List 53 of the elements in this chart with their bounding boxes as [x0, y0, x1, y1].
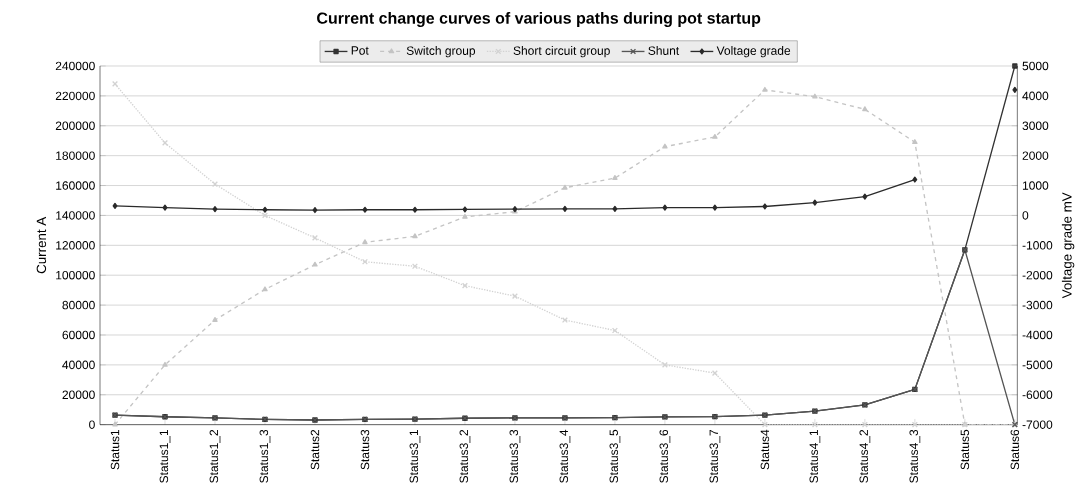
x-tick-label: Status1_1 — [159, 429, 171, 483]
x-tick-label: Status5 — [960, 429, 970, 470]
x-tick-label: Status4_1 — [809, 429, 821, 483]
y2-tick-label: -5000 — [1022, 360, 1053, 370]
x-tick-label: Status3_7 — [709, 429, 721, 483]
y2-tick-label: -7000 — [1022, 420, 1053, 429]
y-tick-label: 120000 — [56, 241, 95, 250]
y2-tick-label: 4000 — [1022, 91, 1049, 101]
y-tick-label: 20000 — [62, 390, 95, 400]
y-tick-label: 60000 — [62, 330, 95, 340]
y2-tick-label: 0 — [1022, 211, 1029, 220]
y-tick-label: 80000 — [62, 300, 95, 310]
y2-axis-title: Voltage grade mV — [1061, 192, 1075, 299]
y-axis-title: Current A — [36, 216, 47, 274]
y2-tick-label: -2000 — [1022, 270, 1053, 280]
y2-tick-label: 5000 — [1022, 61, 1049, 71]
y2-tick-label: 2000 — [1022, 151, 1049, 160]
legend-label: Switch group — [406, 46, 476, 58]
y-tick-label: 160000 — [56, 181, 95, 190]
y2-tick-label: 1000 — [1022, 181, 1049, 190]
legend-label: Short circuit group — [513, 46, 610, 58]
y2-tick-label: -3000 — [1022, 300, 1053, 310]
x-tick-label: Status3_3 — [509, 429, 521, 483]
legend-label: Pot — [351, 46, 369, 55]
x-tick-label: Status4_3 — [909, 429, 921, 483]
x-tick-label: Status2 — [310, 429, 320, 470]
y-tick-label: 200000 — [55, 121, 95, 131]
x-tick-label: Status3_4 — [559, 429, 571, 483]
y2-tick-label: -4000 — [1022, 330, 1053, 340]
y2-tick-label: -1000 — [1022, 241, 1053, 250]
legend-label: Shunt — [648, 46, 680, 55]
x-tick-label: Status4_2 — [859, 429, 871, 483]
legend-label: Voltage grade — [716, 46, 791, 58]
x-tick-label: Status1_2 — [209, 429, 221, 483]
y-tick-label: 0 — [89, 420, 95, 429]
chart-title: Current change curves of various paths during pot startup — [317, 12, 761, 28]
y-tick-label: 240000 — [55, 61, 95, 71]
x-tick-label: Status1_3 — [259, 429, 271, 483]
x-tick-label: Status3_5 — [609, 429, 621, 483]
x-tick-label: Status3_6 — [659, 429, 671, 483]
y2-tick-label: -6000 — [1022, 390, 1053, 400]
y-tick-label: 40000 — [62, 360, 95, 370]
y-tick-label: 220000 — [55, 91, 95, 101]
y-tick-label: 140000 — [56, 211, 95, 220]
x-tick-label: Status3_2 — [459, 429, 471, 483]
x-tick-label: Status3 — [360, 429, 370, 470]
x-tick-label: Status1 — [110, 429, 120, 470]
x-tick-label: Status3_1 — [409, 429, 421, 483]
y-tick-label: 100000 — [56, 270, 95, 280]
x-tick-label: Status6 — [1010, 429, 1020, 470]
x-tick-label: Status4 — [760, 429, 770, 470]
y2-tick-label: 3000 — [1022, 121, 1049, 131]
y-tick-label: 180000 — [56, 151, 95, 160]
